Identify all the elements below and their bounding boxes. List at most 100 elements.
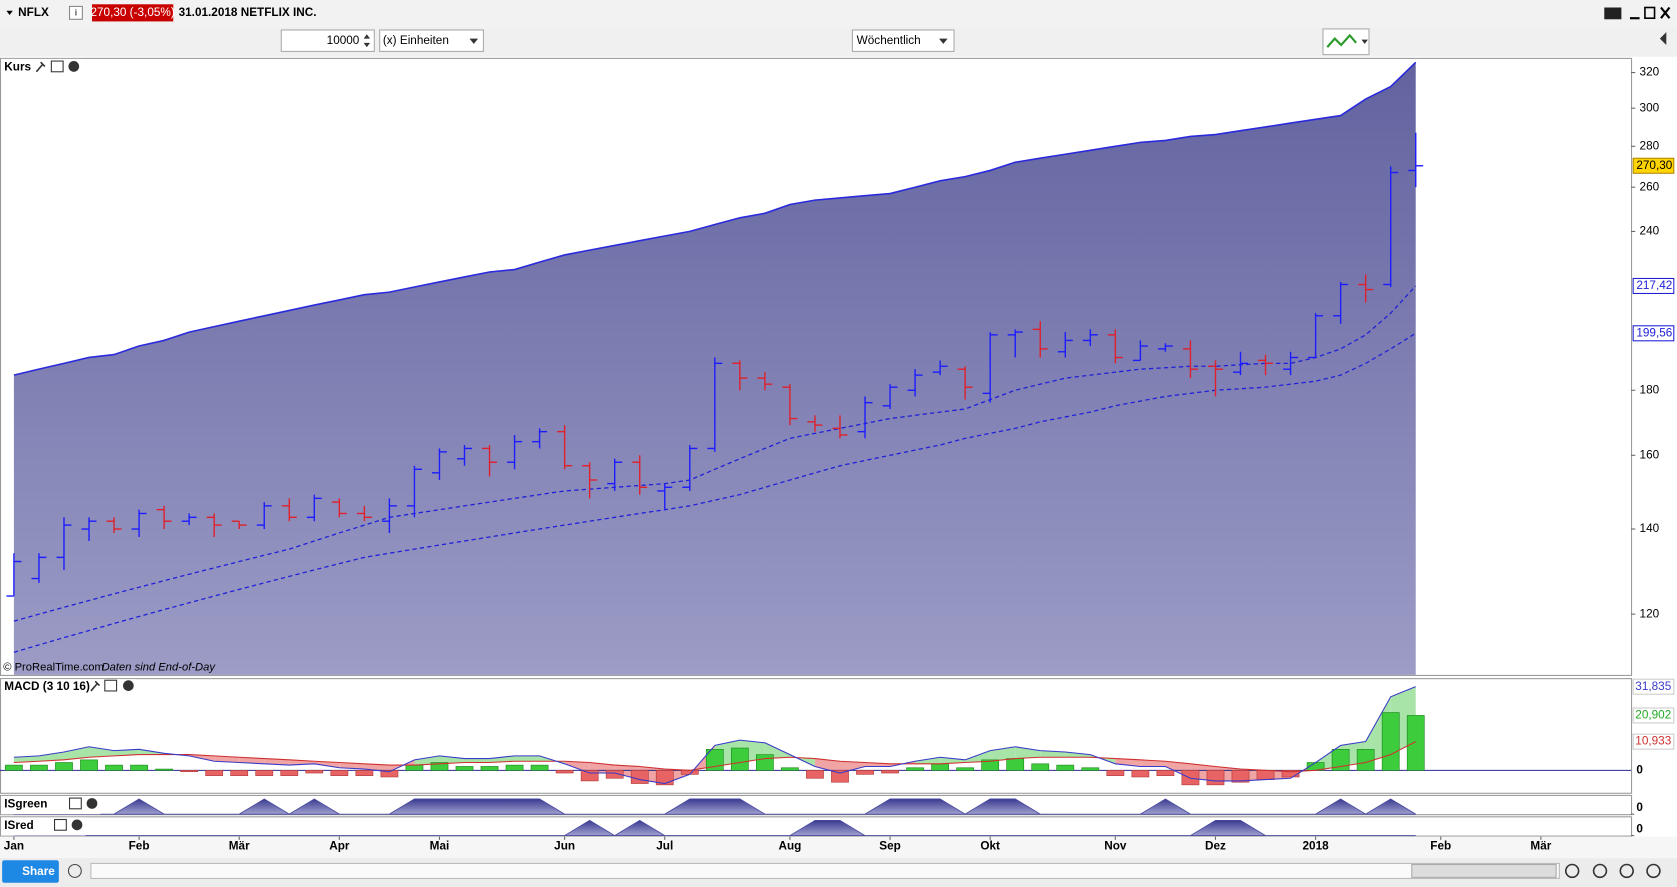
histogram-bar [180, 770, 199, 773]
macd-fill [489, 755, 515, 763]
x-tick-label: Jan [4, 839, 24, 852]
y-tick-label: 120 [1640, 607, 1660, 620]
histogram-bar [806, 770, 824, 779]
quantity: 10000 [327, 34, 360, 47]
histogram-bar [630, 770, 649, 784]
histogram-bar [30, 764, 48, 771]
histogram-bar [1231, 770, 1250, 783]
share-button[interactable] [2, 860, 59, 883]
value-label-box [1632, 678, 1675, 695]
y-tick-label: 280 [1640, 139, 1660, 152]
period-select[interactable] [851, 29, 955, 52]
histogram-bar [1106, 770, 1125, 776]
settings-icon[interactable] [67, 863, 82, 878]
histogram-bar [5, 764, 23, 771]
unit-select[interactable] [379, 29, 484, 52]
x-tick-label: Mär [229, 839, 250, 852]
maximize[interactable] [1644, 6, 1656, 20]
zoom-out[interactable] [1619, 863, 1634, 879]
quantity-input[interactable] [280, 29, 375, 52]
header-box [1, 795, 101, 815]
close-icon[interactable] [86, 798, 98, 809]
histogram-bar [305, 770, 324, 774]
close[interactable] [1660, 6, 1671, 19]
histogram-bar [756, 754, 774, 771]
band-line [13, 61, 1417, 376]
close-icon[interactable] [68, 61, 80, 72]
price-label: 270,30 [1636, 159, 1672, 172]
share-label: Share [22, 865, 55, 878]
window-icon[interactable] [104, 679, 118, 692]
moving-average [13, 285, 1417, 622]
close-icon[interactable] [71, 819, 83, 831]
histogram-bar [1031, 763, 1050, 771]
x-tick-label: Jul [656, 839, 673, 852]
x-axis-strip [0, 836, 1677, 859]
zoom-range[interactable] [1592, 863, 1608, 879]
dropdown-arrow[interactable] [6, 10, 13, 15]
window-icon[interactable] [54, 818, 67, 831]
scrollbar[interactable] [90, 862, 1560, 879]
x-tick-label: Nov [1104, 839, 1127, 852]
histogram-bar [430, 762, 449, 771]
wrench-icon[interactable] [90, 680, 101, 692]
zoom-fit[interactable] [1564, 863, 1580, 879]
window-icon[interactable] [68, 797, 82, 810]
moving-average [13, 332, 1417, 653]
symbol[interactable]: NFLX [18, 6, 49, 19]
header-box [1, 679, 137, 695]
macd-fill [38, 751, 64, 762]
macd-fill [13, 755, 39, 763]
macd-fill [114, 749, 140, 756]
macd-fill [89, 746, 115, 758]
histogram-bar [130, 764, 148, 771]
period: Wöchentlich [857, 34, 921, 47]
y-tick-label: 0 [1636, 763, 1643, 776]
info-icon[interactable] [68, 5, 83, 20]
side-panel-toggle[interactable] [1659, 32, 1667, 45]
histogram-bar [380, 770, 399, 778]
histogram-bar [580, 770, 599, 782]
y-tick-label: 140 [1640, 522, 1660, 535]
x-tick-label: Mai [430, 839, 450, 852]
keyboard-icon[interactable] [1604, 7, 1622, 20]
histogram-bar [480, 766, 499, 771]
isred-header: ISred [1, 817, 86, 836]
wrench-icon[interactable] [35, 61, 46, 73]
macd-fill [464, 758, 490, 763]
x-tick-label: 2018 [1303, 839, 1330, 852]
x-tick-label: Jun [554, 839, 575, 852]
histogram-bar [730, 747, 749, 771]
histogram-bar [555, 770, 574, 774]
histogram-bar [781, 767, 799, 771]
chart-type-button[interactable] [1322, 28, 1370, 56]
histogram-bar [1256, 770, 1275, 780]
zoom-in[interactable] [1646, 863, 1661, 879]
macd-fill [1040, 750, 1066, 758]
histogram-bar [856, 770, 874, 775]
indicator-area [13, 819, 1416, 837]
histogram-bar [1381, 712, 1400, 771]
histogram-bar [80, 759, 98, 771]
histogram-bar [1181, 770, 1200, 786]
window-icon[interactable] [50, 60, 64, 73]
x-tick-label: Sep [879, 839, 901, 852]
scroll-thumb[interactable] [1411, 863, 1557, 878]
macd-fill [514, 755, 540, 762]
y-tick-label: 260 [1640, 180, 1660, 193]
info-glyph: i [75, 7, 77, 18]
unit: (x) Einheiten [383, 34, 449, 47]
histogram-bar [1206, 770, 1225, 786]
macd-header: MACD (3 10 16) [1, 679, 137, 695]
histogram-bar [155, 768, 173, 771]
panel-title: ISred [4, 819, 33, 832]
histogram-bar [956, 767, 975, 771]
histogram-bar [1131, 770, 1150, 778]
spinner[interactable] [363, 34, 371, 48]
value-label-box [1632, 707, 1675, 724]
close-icon[interactable] [122, 680, 134, 691]
x-tick-label: Feb [129, 839, 150, 852]
plot-layer: 120 140 160 180 240 260 280 300 320 217,42 199,56 2… [0, 61, 1675, 852]
